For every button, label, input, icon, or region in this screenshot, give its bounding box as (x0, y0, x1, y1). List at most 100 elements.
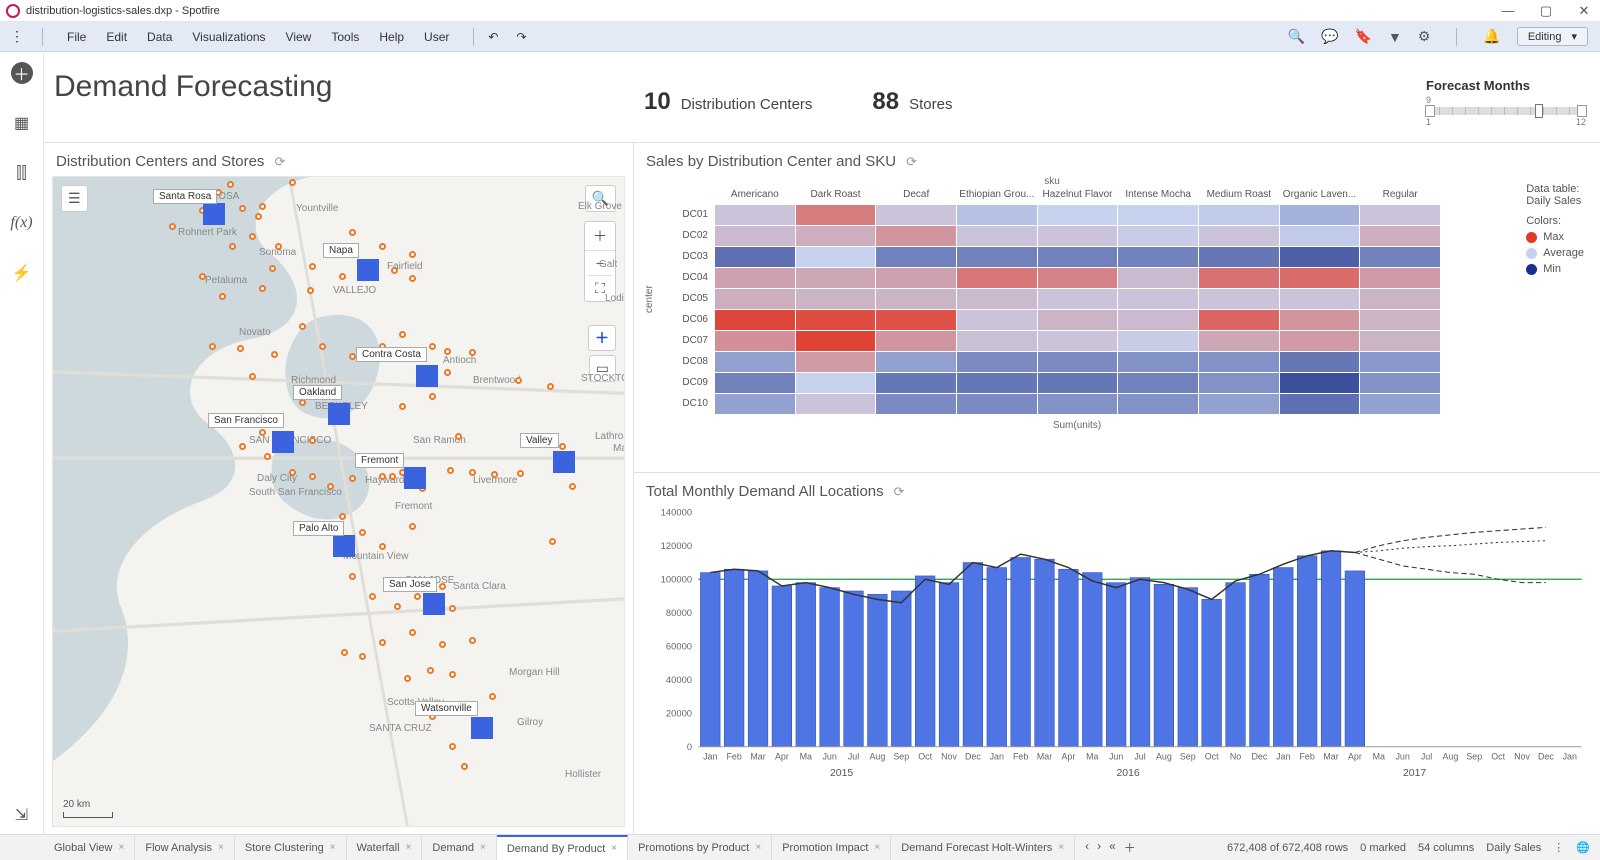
heatmap-cell[interactable] (1360, 373, 1440, 393)
store-marker[interactable] (239, 443, 246, 450)
menu-visualizations[interactable]: Visualizations (182, 30, 275, 44)
heatmap-cell[interactable] (1280, 268, 1360, 288)
heatmap-cell[interactable] (715, 268, 795, 288)
store-marker[interactable] (275, 243, 282, 250)
heatmap-cell[interactable] (1038, 247, 1118, 267)
heatmap-cell[interactable] (1360, 331, 1440, 351)
refresh-icon[interactable]: ⟳ (274, 154, 285, 170)
menu-edit[interactable]: Edit (96, 30, 137, 44)
heatmap-cell[interactable] (1280, 205, 1360, 225)
heatmap-cell[interactable] (1360, 247, 1440, 267)
store-marker[interactable] (461, 763, 468, 770)
heatmap-cell[interactable] (796, 289, 876, 309)
dc-marker[interactable] (272, 431, 294, 453)
heatmap-cell[interactable] (957, 310, 1037, 330)
heatmap-cell[interactable] (1199, 289, 1279, 309)
heatmap-cell[interactable] (715, 373, 795, 393)
bolt-icon[interactable]: ⚡ (11, 262, 33, 284)
heatmap-cell[interactable] (1199, 352, 1279, 372)
fx-icon[interactable]: f(x) (11, 212, 33, 234)
heatmap-cell[interactable] (1199, 331, 1279, 351)
dc-marker[interactable] (553, 451, 575, 473)
tab-flow-analysis[interactable]: Flow Analysis× (135, 835, 234, 860)
store-marker[interactable] (249, 373, 256, 380)
tab-promotion-impact[interactable]: Promotion Impact× (772, 835, 891, 860)
heatmap-cell[interactable] (1360, 352, 1440, 372)
heatmap-cell[interactable] (1360, 268, 1440, 288)
tab-global-view[interactable]: Global View× (44, 835, 135, 860)
store-marker[interactable] (259, 203, 266, 210)
heatmap-cell[interactable] (1280, 310, 1360, 330)
bookmark-icon[interactable]: 🔖 (1355, 28, 1372, 45)
heatmap-cell[interactable] (715, 205, 795, 225)
store-marker[interactable] (271, 351, 278, 358)
heatmap-cell[interactable] (1118, 289, 1198, 309)
gear-icon[interactable]: ⚙ (1418, 28, 1431, 45)
collapse-icon[interactable]: ⇲ (11, 804, 33, 826)
heatmap-cell[interactable] (1199, 373, 1279, 393)
heatmap-cell[interactable] (796, 268, 876, 288)
chart-icon[interactable]: ⫿⫿ (11, 162, 33, 184)
tab-prev-icon[interactable]: ‹ (1085, 839, 1089, 856)
store-marker[interactable] (219, 293, 226, 300)
heatmap-cell[interactable] (715, 394, 795, 414)
store-marker[interactable] (414, 593, 421, 600)
menu-tools[interactable]: Tools (321, 30, 369, 44)
tab-close-icon[interactable]: × (218, 842, 224, 853)
store-marker[interactable] (379, 639, 386, 646)
heatmap-cell[interactable] (1038, 310, 1118, 330)
store-marker[interactable] (349, 229, 356, 236)
heatmap-cell[interactable] (1118, 226, 1198, 246)
heatmap-cell[interactable] (796, 331, 876, 351)
store-marker[interactable] (379, 543, 386, 550)
tab-close-icon[interactable]: × (480, 842, 486, 853)
heatmap-cell[interactable] (1038, 352, 1118, 372)
heatmap-grid[interactable]: AmericanoDark RoastDecafEthiopian Grou..… (664, 189, 1440, 414)
store-marker[interactable] (489, 693, 496, 700)
tab-promotions-by-product[interactable]: Promotions by Product× (628, 835, 772, 860)
store-marker[interactable] (319, 343, 326, 350)
store-marker[interactable] (549, 538, 556, 545)
heatmap-cell[interactable] (1118, 373, 1198, 393)
tab-close-icon[interactable]: × (874, 842, 880, 853)
heatmap-cell[interactable] (1360, 289, 1440, 309)
close-button[interactable]: ✕ (1574, 3, 1594, 19)
heatmap-cell[interactable] (1118, 331, 1198, 351)
store-marker[interactable] (449, 605, 456, 612)
store-marker[interactable] (559, 443, 566, 450)
heatmap-cell[interactable] (1118, 352, 1198, 372)
heatmap-cell[interactable] (957, 226, 1037, 246)
comment-icon[interactable]: 💬 (1321, 28, 1338, 45)
store-marker[interactable] (399, 403, 406, 410)
store-marker[interactable] (264, 453, 271, 460)
heatmap-cell[interactable] (957, 352, 1037, 372)
store-marker[interactable] (255, 213, 262, 220)
heatmap-cell[interactable] (876, 247, 956, 267)
heatmap-cell[interactable] (1280, 394, 1360, 414)
heatmap-cell[interactable] (957, 268, 1037, 288)
store-marker[interactable] (299, 399, 306, 406)
heatmap-cell[interactable] (796, 247, 876, 267)
redo-icon[interactable]: ↷ (516, 30, 526, 44)
heatmap-cell[interactable] (1038, 226, 1118, 246)
heatmap-cell[interactable] (796, 226, 876, 246)
heatmap-cell[interactable] (1360, 226, 1440, 246)
store-marker[interactable] (307, 287, 314, 294)
tab-next-icon[interactable]: › (1097, 839, 1101, 856)
tab-close-icon[interactable]: × (755, 842, 761, 853)
heatmap-cell[interactable] (957, 394, 1037, 414)
heatmap-cell[interactable] (1199, 394, 1279, 414)
tab-demand-by-product[interactable]: Demand By Product× (497, 835, 628, 860)
heatmap-cell[interactable] (957, 373, 1037, 393)
heatmap-cell[interactable] (1360, 205, 1440, 225)
store-marker[interactable] (399, 331, 406, 338)
heatmap-cell[interactable] (1038, 394, 1118, 414)
store-marker[interactable] (341, 649, 348, 656)
store-marker[interactable] (439, 641, 446, 648)
store-marker[interactable] (299, 323, 306, 330)
store-marker[interactable] (469, 469, 476, 476)
store-marker[interactable] (547, 383, 554, 390)
bell-icon[interactable]: 🔔 (1483, 28, 1500, 45)
store-marker[interactable] (289, 469, 296, 476)
store-marker[interactable] (404, 675, 411, 682)
